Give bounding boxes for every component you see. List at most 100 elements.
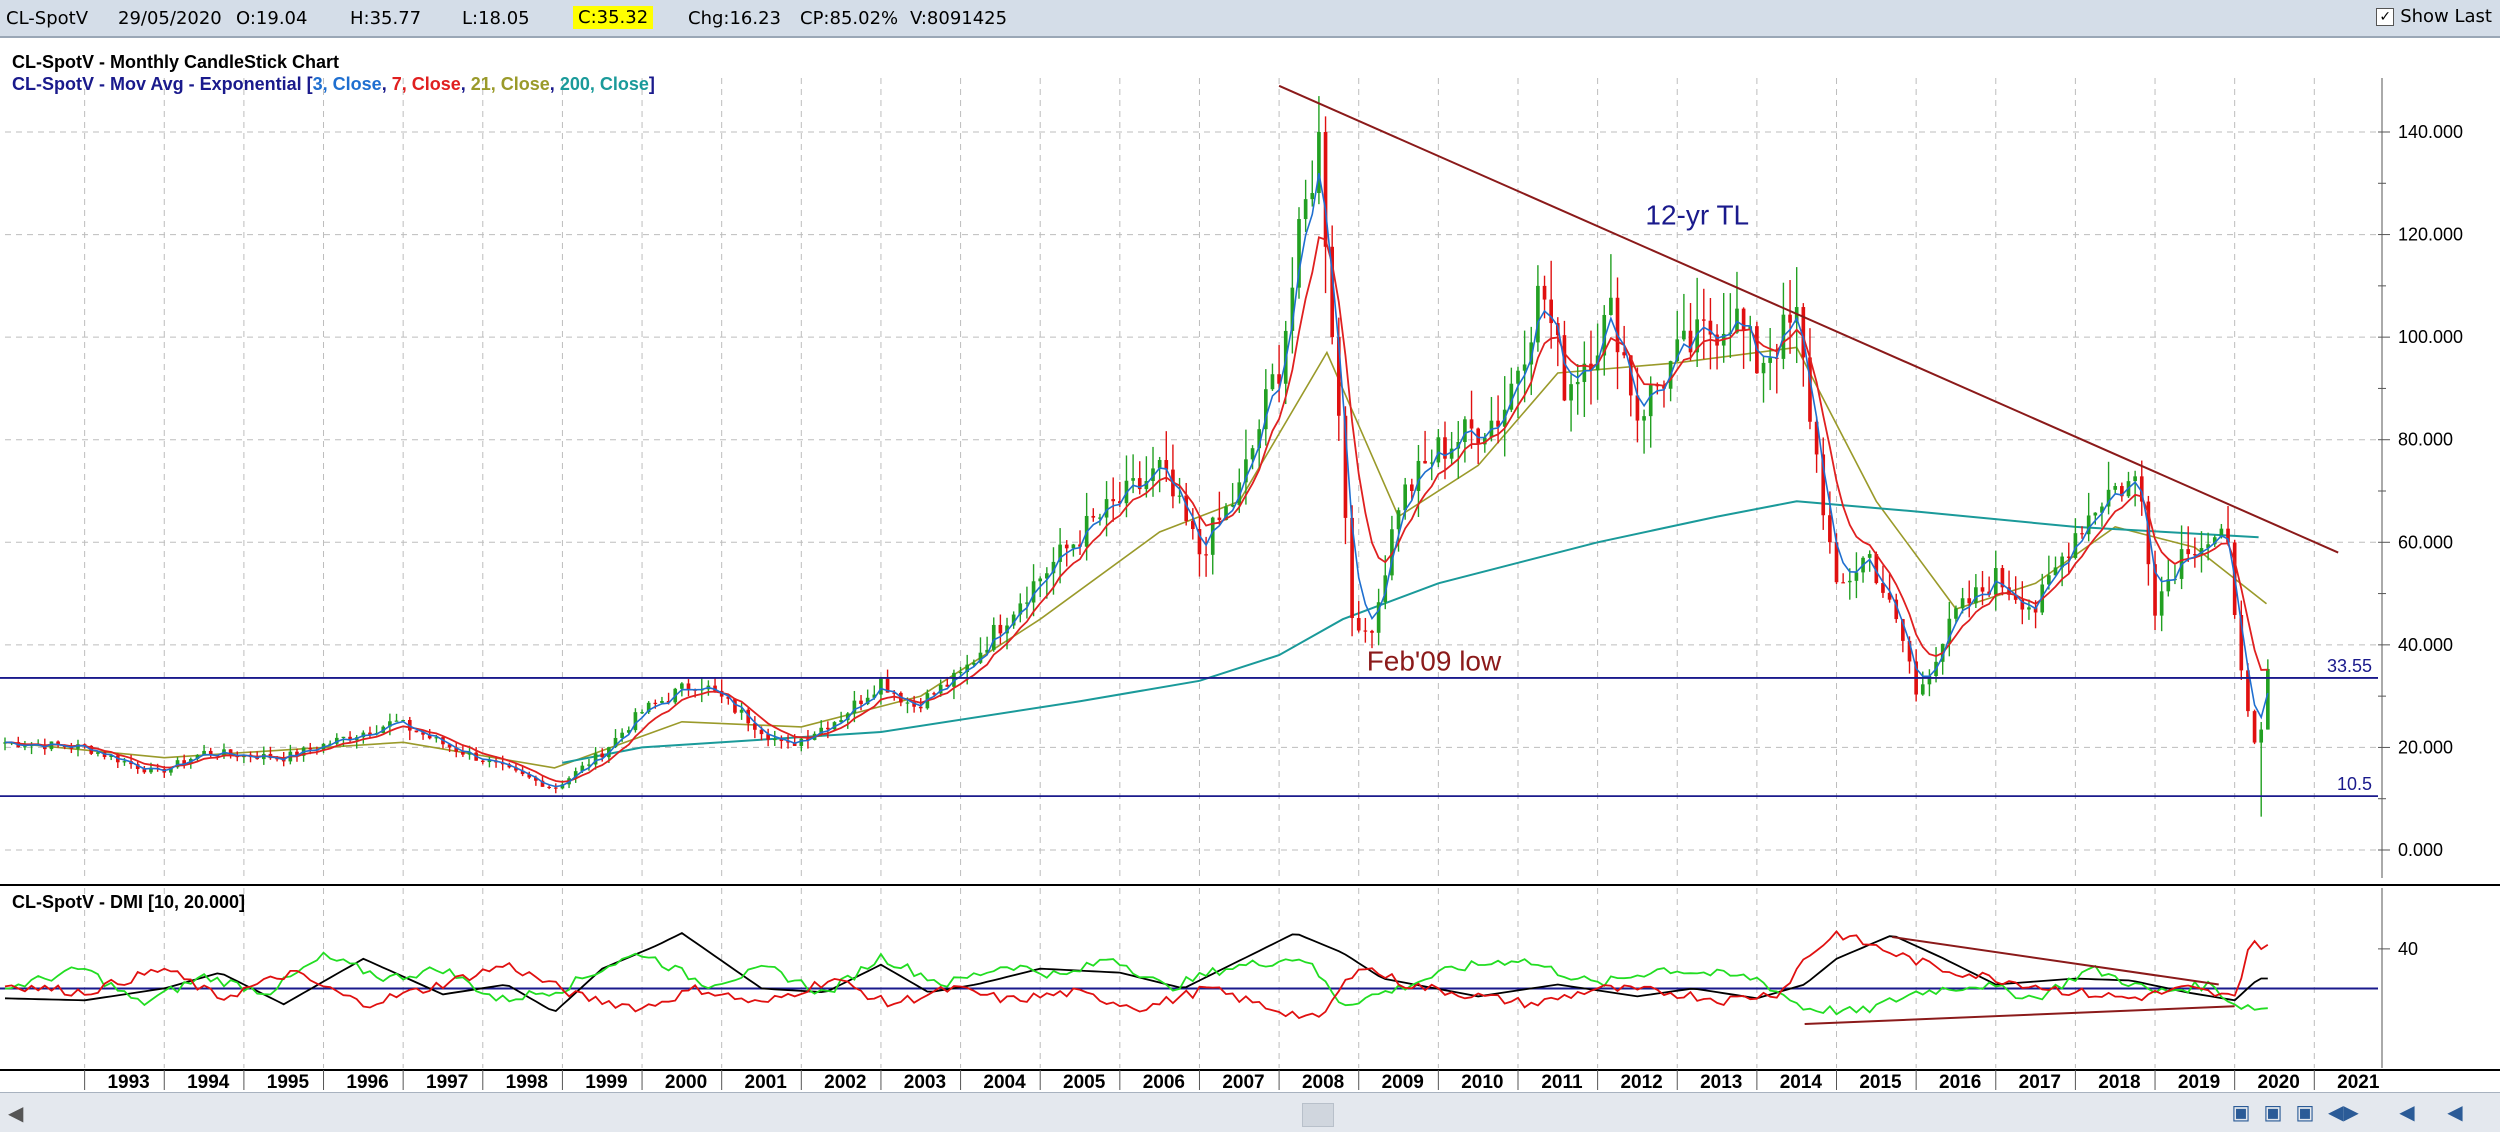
annotation-text: 12-yr TL (1645, 199, 1749, 230)
candle-body (2047, 575, 2051, 585)
candle-body (660, 700, 664, 703)
candle-body (1244, 459, 1248, 483)
candle-body (540, 780, 545, 787)
show-last-checkbox[interactable]: ✓ (2376, 7, 2395, 26)
candle-body (414, 730, 419, 733)
x-tick-label: 2017 (2019, 1072, 2061, 1092)
x-tick-label: 2015 (1859, 1072, 1902, 1092)
candle-body (1350, 517, 1354, 619)
y-tick-label: 140.000 (2398, 122, 2463, 142)
x-tick-label: 2003 (904, 1072, 946, 1092)
candle-body (620, 732, 624, 738)
chart-type-icon-1[interactable]: ▣ (2231, 1100, 2251, 1124)
x-tick-label: 2021 (2337, 1072, 2380, 1092)
candle-body (1191, 520, 1195, 530)
scrollbar-thumb[interactable] (1302, 1103, 1334, 1127)
candle-body (1967, 598, 1972, 604)
candle-body (1881, 583, 1885, 593)
candle-body (1542, 285, 1547, 300)
candle-body (1788, 314, 1792, 323)
candle-body (1516, 370, 1520, 384)
x-tick-label: 2016 (1939, 1072, 1981, 1092)
candle-body (2073, 533, 2078, 558)
candle-body (1847, 580, 1852, 583)
candle-body (1436, 437, 1441, 463)
candle-body (666, 700, 671, 703)
show-last-label: Show Last (2400, 6, 2492, 27)
x-tick-label: 2020 (2258, 1072, 2300, 1092)
date-label: 29/05/2020 (118, 8, 222, 29)
candle-body (553, 787, 558, 789)
candle-body (859, 700, 863, 704)
candle-body (1058, 544, 1062, 562)
candle-body (587, 764, 591, 766)
candle-body (1303, 199, 1308, 220)
candle-body (1907, 640, 1912, 662)
dmi-minus-line (4, 929, 2269, 1020)
candle-body (938, 684, 943, 694)
candle-body (2226, 528, 2230, 543)
x-tick-label: 2005 (1063, 1072, 1106, 1092)
chart-type-icon-2[interactable]: ▣ (2263, 1100, 2283, 1124)
candle-body (2166, 579, 2171, 592)
candle-body (1635, 395, 1640, 421)
ema7-line (4, 236, 2268, 783)
zoom-icon[interactable]: ◀▶ (2328, 1100, 2359, 1124)
ema200-line (562, 500, 2259, 764)
candle-body (885, 678, 890, 693)
candle-body (2219, 528, 2224, 538)
candle-body (1330, 246, 1335, 338)
candle-body (2246, 670, 2250, 712)
candle-body (1164, 460, 1169, 470)
candle-body (1429, 462, 1434, 464)
annotation-text: Feb'09 low (1367, 646, 1502, 677)
x-tick-label: 2006 (1143, 1072, 1185, 1092)
candle-body (626, 730, 631, 733)
show-last-toggle[interactable]: ✓ Show Last (2376, 6, 2492, 27)
candle-body (142, 769, 147, 773)
candle-body (1224, 506, 1228, 521)
candle-body (646, 702, 651, 713)
candle-body (2199, 548, 2204, 555)
x-tick-label: 1996 (346, 1072, 388, 1092)
candle-body (1323, 132, 1328, 247)
chart-type-icon-3[interactable]: ▣ (2295, 1100, 2315, 1124)
candle-body (726, 696, 731, 699)
candle-body (753, 723, 757, 730)
scroll-back-icon[interactable]: ◀ (2447, 1100, 2463, 1124)
x-tick-label: 2011 (1541, 1072, 1583, 1092)
candle-body (2259, 729, 2264, 743)
x-tick-label: 1993 (107, 1072, 149, 1092)
candle-body (2033, 607, 2038, 613)
candle-body (1954, 608, 1958, 619)
candle-body (2000, 568, 2005, 588)
candle-body (826, 727, 830, 730)
candle-body (1549, 299, 1553, 324)
candle-body (547, 786, 551, 789)
candle-body (1582, 363, 1587, 382)
candle-body (1356, 618, 1361, 631)
candle-body (952, 672, 956, 687)
candle-body (2252, 711, 2257, 743)
candle-body (208, 750, 213, 756)
candle-body (1569, 384, 1573, 401)
candle-body (1615, 297, 1620, 353)
candle-body (633, 712, 638, 731)
candle-body (1018, 603, 1023, 615)
y-tick-label: 100.000 (2398, 327, 2463, 347)
candle-body (1064, 544, 1069, 549)
scroll-prev-icon[interactable]: ◀ (2399, 1100, 2415, 1124)
candle-body (766, 734, 770, 740)
candle-body (759, 729, 764, 735)
level-label: 33.55 (2327, 656, 2372, 676)
candle-body (1463, 419, 1467, 443)
x-tick-label: 2000 (665, 1072, 707, 1092)
candle-body (1695, 319, 1699, 353)
candle-body (2013, 594, 2018, 600)
candle-body (2212, 537, 2217, 545)
candle-body (839, 720, 843, 723)
scroll-left-arrow[interactable]: ◀ (8, 1101, 24, 1125)
candle-body (2120, 486, 2124, 497)
candle-body (1894, 599, 1899, 620)
candle-body (122, 761, 127, 763)
